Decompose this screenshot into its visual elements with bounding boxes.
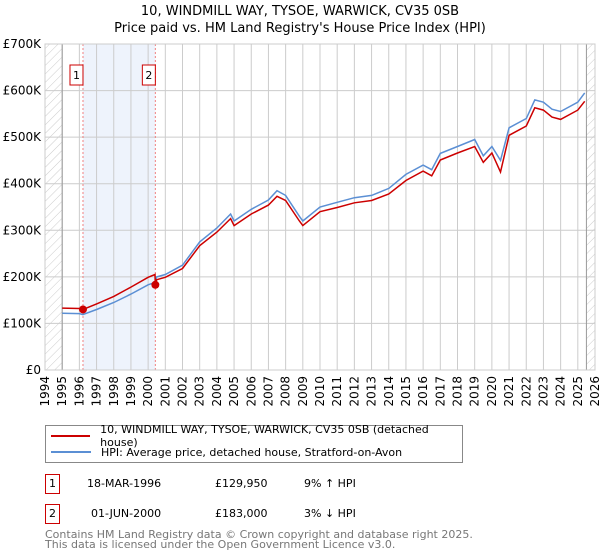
- x-tick-label: 2013: [365, 376, 379, 407]
- x-tick-label: 1996: [72, 376, 86, 407]
- x-tick-label: 2024: [554, 376, 568, 407]
- x-tick-label: 2009: [296, 376, 310, 407]
- sale-point: [151, 280, 160, 289]
- chart-title: 10, WINDMILL WAY, TYSOE, WARWICK, CV35 0…: [140, 4, 460, 19]
- x-tick-label: 2010: [313, 376, 327, 407]
- x-tick-label: 2021: [502, 376, 516, 407]
- transaction-hpi-diff: 9% ↑ HPI: [304, 477, 356, 490]
- y-tick-label: £600K: [3, 84, 43, 98]
- price-chart: £0 £100K £200K £300K £400K £500K £600K £700K 199…: [3, 37, 600, 407]
- x-tick-label: 2000: [141, 376, 155, 407]
- x-tick-label: 1998: [107, 376, 121, 407]
- transaction-price: £129,950: [215, 477, 268, 490]
- x-tick-label: 2018: [451, 376, 465, 407]
- legend-item-hpi: HPI: Average price, detached house, Stra…: [46, 444, 402, 460]
- sale-point: [78, 305, 87, 314]
- chart-subtitle: Price paid vs. HM Land Registry's House …: [114, 21, 486, 36]
- legend-label-property: 10, WINDMILL WAY, TYSOE, WARWICK, CV35 0…: [100, 423, 429, 449]
- sale-badge: [141, 64, 156, 86]
- transaction-badge: 1: [45, 474, 60, 494]
- y-tick-label: £400K: [3, 177, 43, 191]
- transaction-price: £183,000: [215, 507, 268, 520]
- transaction-row: 1 18-MAR-1996 £129,950 9% ↑ HPI: [45, 474, 600, 494]
- y-tick-label: £200K: [3, 270, 43, 284]
- y-tick-label: £100K: [3, 316, 43, 330]
- legend-item-property: 10, WINDMILL WAY, TYSOE, WARWICK, CV35 0…: [46, 423, 462, 449]
- footer: Contains HM Land Registry data © Crown c…: [45, 528, 473, 551]
- legend: 10, WINDMILL WAY, TYSOE, WARWICK, CV35 0…: [45, 423, 463, 463]
- x-tick-label: 2012: [347, 376, 361, 407]
- plot-frame: [44, 43, 596, 371]
- y-tick-label: £700K: [3, 37, 43, 51]
- footer-licence: This data is licensed under the Open Gov…: [45, 538, 396, 551]
- x-tick-label: 2004: [210, 376, 224, 407]
- legend-swatch-red: [51, 435, 91, 437]
- x-tick-label: 1999: [124, 376, 138, 407]
- x-tick-label: 2008: [279, 376, 293, 407]
- transaction-date: 01-JUN-2000: [91, 507, 162, 520]
- transaction-row: 2 01-JUN-2000 £183,000 3% ↓ HPI: [45, 504, 600, 524]
- y-tick-label: £500K: [3, 130, 43, 144]
- x-tick-label: 1994: [38, 376, 52, 407]
- transaction-hpi-diff: 3% ↓ HPI: [304, 507, 356, 520]
- x-tick-label: 2015: [399, 376, 413, 407]
- x-tick-label: 2019: [468, 376, 482, 407]
- x-tick-label: 1995: [55, 376, 69, 407]
- no-data-region-left: [45, 44, 63, 370]
- x-tick-label: 2006: [244, 376, 258, 407]
- legend-label-hpi: HPI: Average price, detached house, Stra…: [101, 445, 403, 459]
- sale-badge-label: 1: [73, 69, 80, 82]
- x-tick-label: 2002: [176, 376, 190, 407]
- y-tick-label: £300K: [3, 223, 43, 237]
- legend-swatch-blue: [51, 451, 91, 453]
- x-tick-label: 2001: [158, 376, 172, 407]
- sale-badge-label: 2: [145, 69, 152, 82]
- x-tick-label: 1997: [90, 376, 104, 407]
- transaction-badge: 2: [45, 504, 60, 524]
- x-tick-label: 2014: [382, 376, 396, 407]
- x-tick-label: 2005: [227, 376, 241, 407]
- x-tick-label: 2003: [193, 376, 207, 407]
- x-tick-label: 2026: [588, 376, 600, 407]
- property-price-line: [62, 100, 586, 311]
- x-tick-label: 2023: [536, 376, 550, 407]
- x-tick-label: 2017: [433, 376, 447, 407]
- x-tick-label: 2016: [416, 376, 430, 407]
- x-tick-label: 2020: [485, 376, 499, 407]
- x-tick-label: 2025: [571, 376, 585, 407]
- x-tick-label: 2022: [519, 376, 533, 407]
- footer-copyright: Contains HM Land Registry data © Crown c…: [45, 528, 473, 541]
- no-data-region-right: [586, 44, 595, 370]
- y-tick-label: £0: [26, 363, 41, 377]
- ownership-shading: [82, 44, 156, 370]
- x-tick-label: 2007: [261, 376, 275, 407]
- transaction-date: 18-MAR-1996: [87, 477, 162, 490]
- sale-badge: [69, 64, 84, 86]
- x-tick-label: 2011: [330, 376, 344, 407]
